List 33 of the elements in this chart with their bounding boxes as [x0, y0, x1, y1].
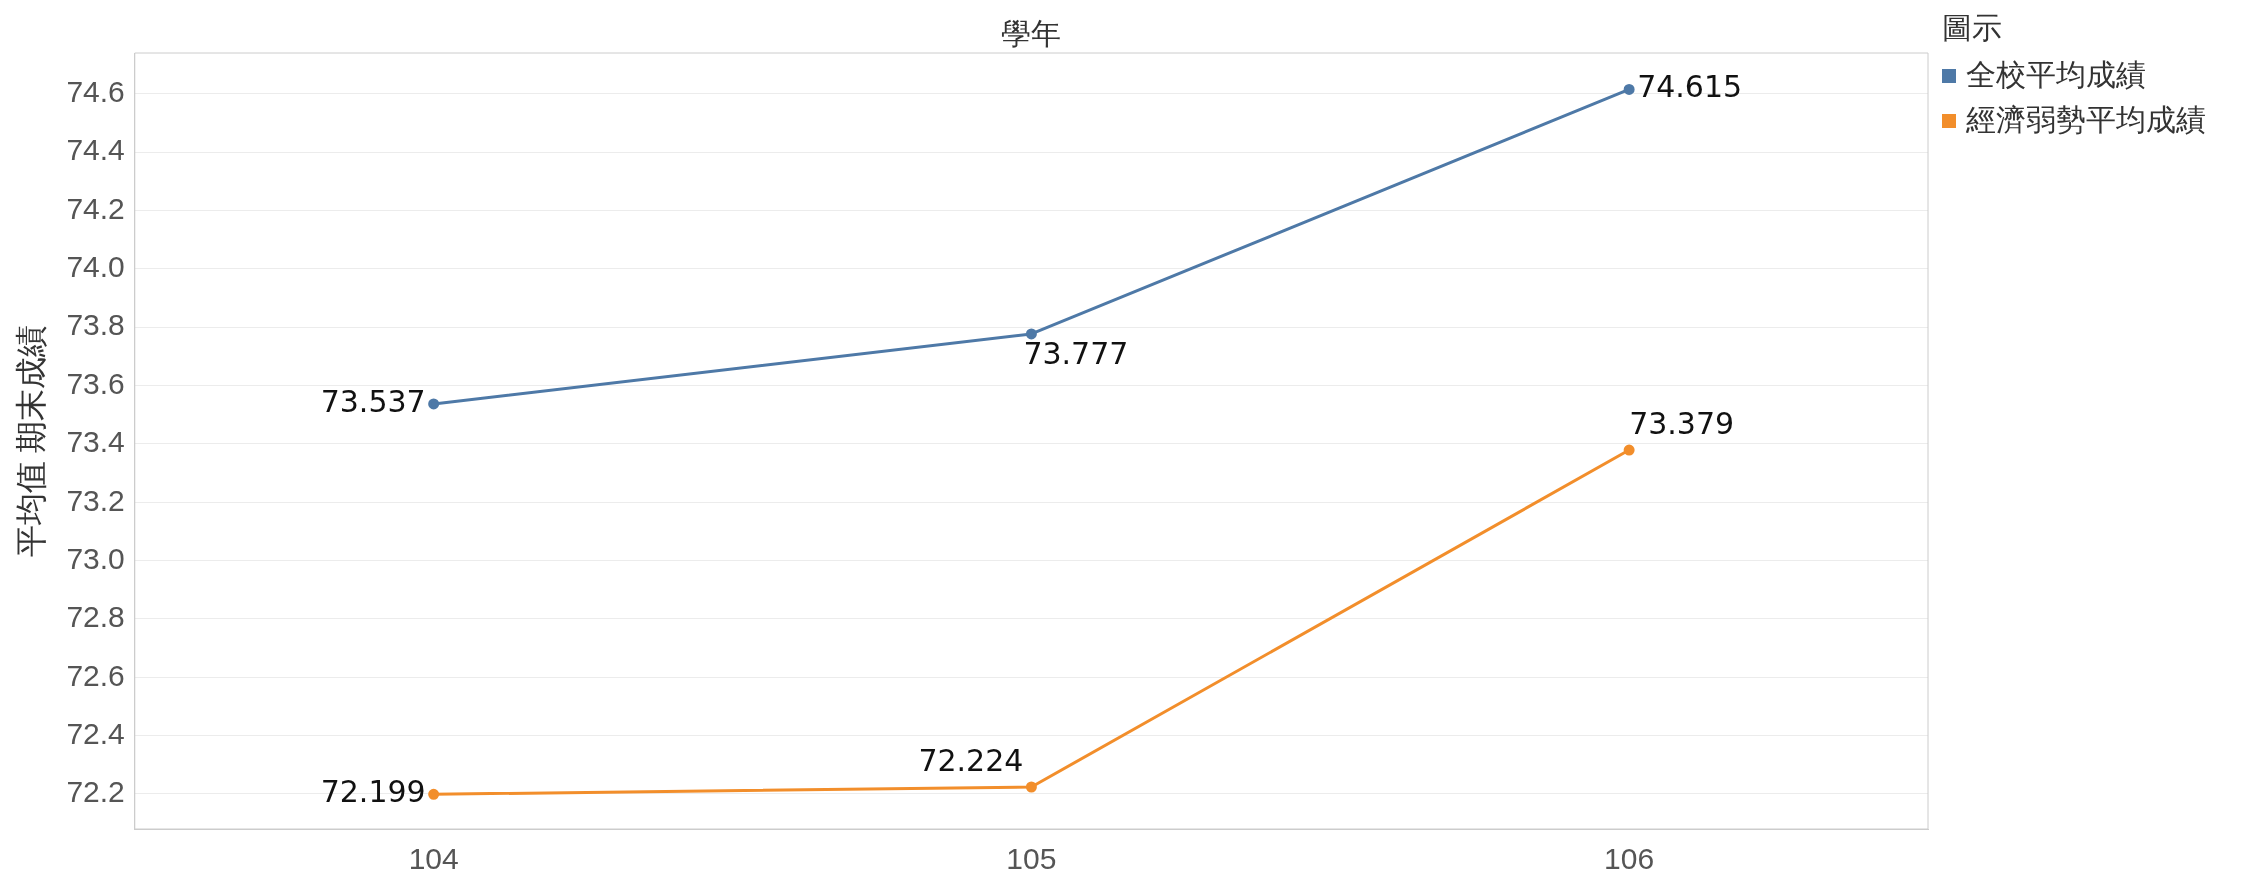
point	[1623, 444, 1635, 456]
x-axis-title: 學年	[1001, 15, 1062, 53]
data-label: 72.199	[320, 774, 426, 810]
legend-label: 全校平均成績	[1966, 56, 2146, 94]
point	[428, 398, 440, 410]
y-tick-label: 73.8	[66, 308, 125, 342]
legend-label: 經濟弱勢平均成績	[1966, 101, 2206, 139]
point	[1623, 83, 1635, 95]
x-tick-label: 106	[1604, 842, 1655, 876]
y-tick-label: 73.6	[66, 366, 125, 400]
data-label: 73.777	[1023, 335, 1129, 371]
data-label: 73.537	[320, 383, 426, 419]
data-label: 73.379	[1629, 405, 1735, 441]
y-tick-label: 73.2	[66, 483, 125, 517]
y-tick-label: 74.6	[66, 75, 125, 109]
point	[1025, 328, 1037, 340]
y-tick-label: 73.0	[66, 541, 125, 575]
y-tick-label: 73.4	[66, 425, 125, 459]
y-tick-label: 72.6	[66, 658, 125, 692]
y-tick-label: 72.4	[66, 716, 125, 750]
x-tick-label: 104	[408, 842, 459, 876]
y-tick-label: 72.2	[66, 775, 125, 809]
point	[428, 788, 440, 800]
point	[1025, 781, 1037, 793]
y-tick-label: 72.8	[66, 600, 125, 634]
data-label: 72.224	[918, 742, 1024, 778]
legend-title: 圖示	[1942, 9, 2003, 47]
x-tick-label: 105	[1006, 842, 1057, 876]
y-tick-label: 74.2	[66, 191, 125, 225]
y-tick-label: 74.0	[66, 250, 125, 284]
y-tick-label: 74.4	[66, 133, 125, 167]
y-axis-title: 平均值 期末成績	[13, 324, 50, 558]
data-label: 74.615	[1637, 69, 1743, 105]
